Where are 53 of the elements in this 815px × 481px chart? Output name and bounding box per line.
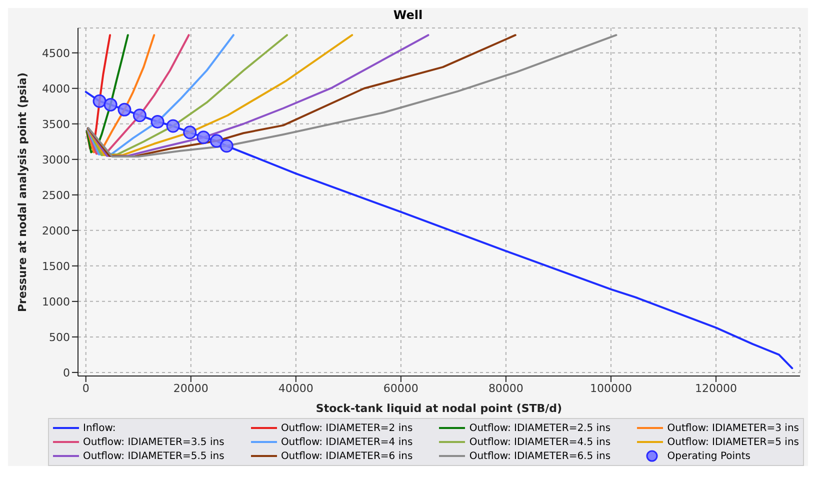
legend-label: Outflow: IDIAMETER=2.5 ins	[469, 422, 611, 434]
y-tick-label: 2000	[42, 224, 70, 238]
y-tick-label: 1000	[42, 295, 70, 308]
line-series	[86, 34, 129, 154]
y-tick-label: 0	[63, 366, 70, 380]
y-tick-label: 500	[49, 330, 70, 344]
point	[220, 139, 234, 153]
point	[92, 94, 106, 108]
line-series	[86, 34, 516, 158]
x-tick-label: 20000	[173, 382, 208, 395]
line-series	[86, 34, 190, 155]
legend-label: Outflow: IDIAMETER=6.5 ins	[469, 450, 611, 462]
legend-label: Outflow: IDIAMETER=4 ins	[280, 436, 413, 448]
line-series	[86, 34, 430, 157]
y-tick-label: 3000	[42, 153, 70, 166]
point	[166, 119, 180, 133]
legend-label: Outflow: IDIAMETER=5.5 ins	[83, 450, 224, 462]
point	[210, 134, 224, 148]
line-series	[86, 34, 156, 154]
x-tick-label: 120000	[694, 382, 737, 395]
point	[118, 102, 132, 116]
x-tick-label: 80000	[488, 382, 524, 395]
y-tick-label: 4500	[42, 46, 70, 60]
line-series	[86, 34, 288, 156]
legend-label: Operating Points	[667, 450, 750, 462]
y-tick-label: 3500	[42, 118, 70, 131]
chart-title: Well	[392, 8, 424, 24]
legend-label: Outflow: IDIAMETER=4.5 ins	[469, 436, 611, 448]
y-tick-label: 2500	[42, 188, 70, 202]
y-tick-label: 4000	[42, 82, 70, 96]
point	[196, 130, 210, 144]
y-axis-title: Pressure at nodal analysis point (psia)	[16, 72, 29, 312]
line-series	[88, 34, 618, 158]
line-series	[86, 34, 112, 150]
legend-label: Outflow: IDIAMETER=6 ins	[280, 450, 413, 462]
point	[150, 114, 164, 128]
x-tick-label: 60000	[383, 382, 418, 395]
legend-label: Inflow:	[83, 422, 116, 434]
line-series	[84, 90, 794, 370]
point	[104, 98, 118, 112]
line-series	[86, 34, 354, 156]
line-series	[86, 34, 234, 156]
legend-label: Outflow: IDIAMETER=2 ins	[280, 422, 413, 434]
x-tick-label: 0	[82, 382, 90, 395]
x-axis-title: Stock-tank liquid at nodal point (STB/d)	[316, 402, 562, 415]
point	[132, 108, 146, 122]
legend-label: Outflow: IDIAMETER=5 ins	[667, 436, 799, 448]
y-tick-label: 1500	[42, 260, 70, 273]
x-tick-label: 100000	[590, 382, 632, 395]
point	[183, 126, 197, 140]
legend-label: Outflow: IDIAMETER=3 ins	[667, 422, 799, 434]
legend-label: Outflow: IDIAMETER=3.5 ins	[83, 436, 224, 448]
x-tick-label: 40000	[278, 382, 314, 395]
